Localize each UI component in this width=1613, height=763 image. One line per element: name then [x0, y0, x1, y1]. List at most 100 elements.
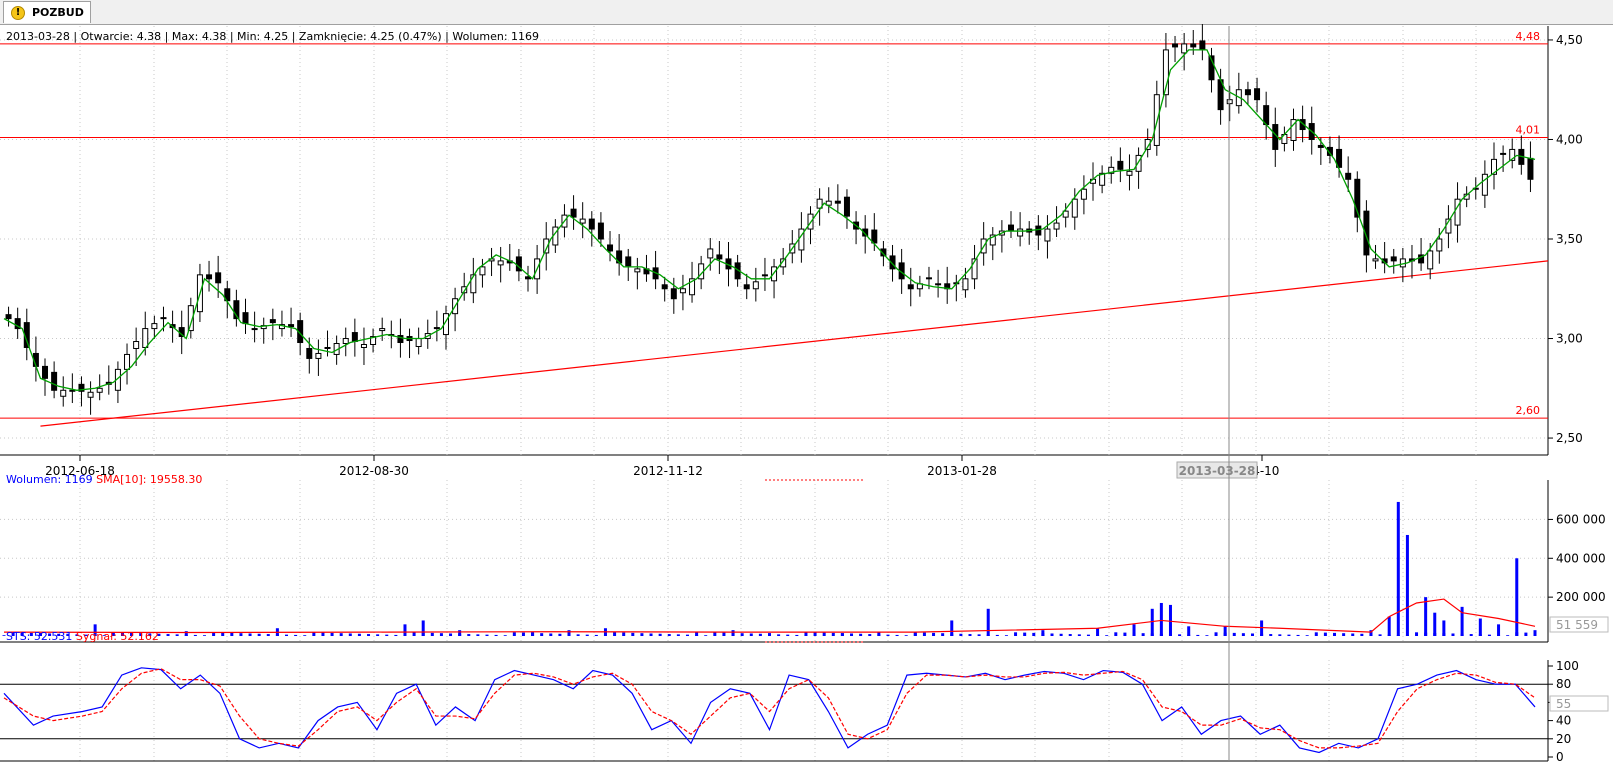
volume-bar — [385, 634, 389, 636]
volume-bar — [1333, 632, 1337, 636]
candle-body — [1226, 99, 1233, 105]
candle-body — [151, 323, 158, 330]
volume-bar — [768, 633, 771, 636]
volume-bar — [294, 634, 298, 636]
volume-bar — [38, 633, 42, 636]
volume-bar — [922, 632, 926, 636]
candle-body — [415, 338, 422, 347]
volume-bar — [1469, 634, 1473, 636]
candle-body — [1208, 55, 1215, 81]
candle-body — [607, 244, 614, 252]
volume-bar — [1314, 632, 1318, 636]
candle-body — [1007, 224, 1014, 231]
candle-body — [1181, 43, 1188, 54]
volume-bar — [613, 632, 617, 636]
candle-body — [1108, 166, 1115, 174]
volume-bar — [1342, 633, 1346, 636]
tab-pozbud[interactable]: ! POZBUD — [3, 1, 91, 23]
volume-bar — [1378, 634, 1382, 636]
volume-bar — [1241, 633, 1245, 636]
volume-bar — [877, 632, 881, 636]
candle-body — [1454, 198, 1461, 226]
volume-bar — [558, 633, 562, 636]
candle-body — [1481, 173, 1488, 196]
date-tick-label: 2012-06-18 — [45, 464, 115, 478]
volume-bar — [175, 634, 179, 636]
volume-bar — [48, 633, 52, 636]
volume-bar — [1260, 620, 1264, 636]
volume-bar — [932, 632, 936, 636]
candle-body — [871, 229, 878, 244]
candle-body — [634, 268, 641, 273]
candle-body — [379, 328, 386, 332]
volume-bar — [1205, 635, 1209, 636]
candle-body — [142, 328, 149, 348]
price-sma — [3, 49, 1536, 391]
candle-body — [124, 353, 131, 370]
volume-bar — [257, 633, 261, 636]
candle-body — [370, 336, 377, 346]
candle-body — [1244, 89, 1251, 96]
volume-bar — [75, 634, 79, 636]
sts-grid — [0, 683, 1548, 740]
volume-bar — [157, 633, 161, 636]
volume-bar — [1269, 634, 1273, 636]
volume-bar — [685, 634, 689, 636]
volume-bar — [531, 632, 535, 636]
sma-line — [3, 49, 1536, 391]
volume-bar — [585, 634, 589, 636]
sts-legend: STS: 52.531 Sygnał: 52.162 — [6, 630, 159, 643]
volume-bar — [549, 633, 553, 636]
candle-body — [971, 258, 978, 280]
volume-bar — [439, 633, 443, 636]
volume-bar — [357, 633, 361, 636]
volume-bar — [1159, 602, 1163, 636]
candle-body — [1509, 148, 1516, 161]
candle-body — [60, 389, 67, 397]
candle-body — [1363, 210, 1370, 256]
volume-bar — [740, 633, 744, 636]
volume-bar — [941, 633, 945, 636]
sts-legend-value: STS: 52.531 — [6, 630, 73, 643]
level-label: 2,60 — [1516, 404, 1541, 417]
volume-bar — [239, 633, 243, 636]
crosshair-date-label: 2013-03-28 — [1179, 464, 1256, 478]
level-label: 4,48 — [1516, 30, 1541, 43]
volume-bar — [1323, 632, 1327, 636]
volume-bar — [640, 633, 644, 636]
volume-bar — [20, 632, 24, 636]
sts-line — [3, 667, 1536, 754]
price-grid — [0, 26, 1548, 761]
candle-body — [825, 200, 832, 206]
volume-bar — [1387, 616, 1391, 636]
candle-body — [761, 274, 768, 277]
volume-bar — [120, 632, 124, 636]
volume-bar — [1123, 632, 1127, 636]
candle-body — [324, 346, 331, 349]
volume-bar — [1396, 501, 1400, 636]
volume-bar — [722, 632, 726, 636]
volume-legend: Wolumen: 1169 SMA[10]: 19558.30 — [6, 473, 202, 486]
volume-bar — [1487, 634, 1491, 636]
volume-tick-label: 200 000 — [1556, 590, 1606, 604]
candle-body — [242, 312, 249, 325]
candle-body — [1527, 157, 1534, 180]
candle-body — [1427, 250, 1434, 270]
candle-body — [5, 314, 12, 320]
volume-bar — [758, 633, 762, 636]
volume-bar — [130, 632, 134, 636]
volume-bar — [285, 634, 289, 636]
date-tick-label: 2012-08-30 — [339, 464, 409, 478]
volume-axis: 600 000 400 000 200 000 51 559 — [1548, 512, 1609, 633]
candle-body — [716, 254, 723, 260]
candle-body — [1035, 225, 1042, 236]
volume-bar — [184, 631, 188, 636]
volume-bar — [850, 633, 854, 636]
candle-body — [433, 327, 440, 330]
candle-body — [1317, 144, 1324, 148]
volume-bar — [1178, 634, 1182, 636]
candle-body — [206, 274, 213, 280]
volume-bar — [394, 634, 398, 636]
volume-bar — [868, 634, 872, 636]
